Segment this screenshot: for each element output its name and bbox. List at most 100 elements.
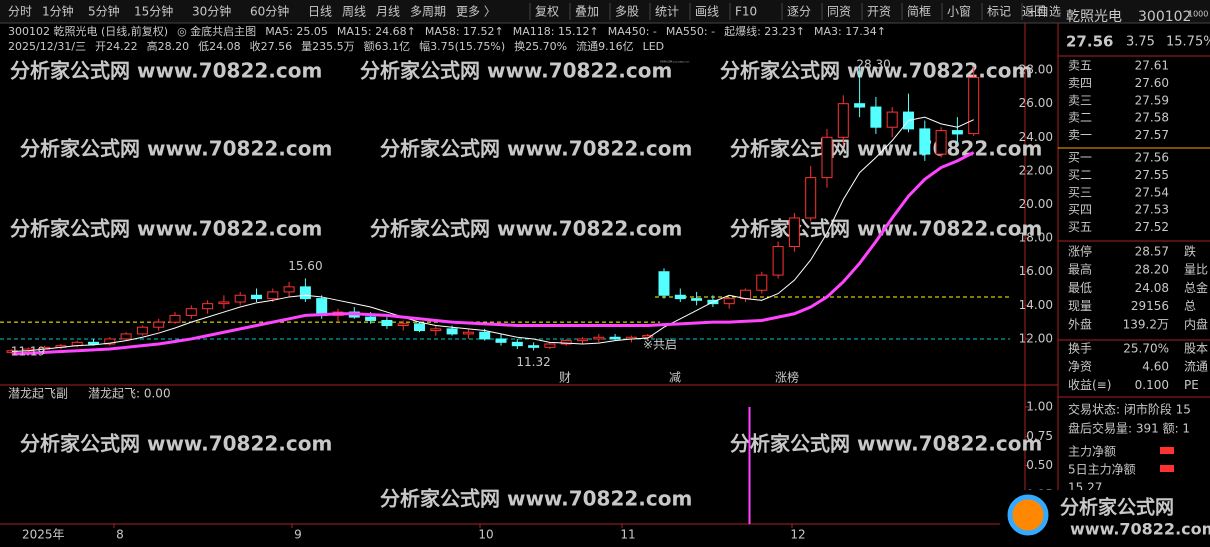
book-label: 买四 — [1068, 203, 1092, 217]
candle-body — [919, 128, 931, 155]
info-item: 额63.1亿 — [364, 40, 411, 53]
info-item: 量235.5万 — [301, 40, 355, 53]
info-item: MA118: 15.12↑ — [513, 25, 599, 38]
candle-body — [837, 103, 849, 138]
price: 27.56 — [1066, 33, 1113, 51]
candle-body — [691, 298, 703, 301]
logo-url: www.70822.com — [1070, 520, 1210, 539]
signal-bar — [748, 407, 751, 524]
x-tick-label: 8 — [116, 528, 124, 542]
candle-body — [414, 323, 425, 332]
flow-bar — [1160, 447, 1174, 454]
book-label: 买一 — [1068, 151, 1092, 165]
tab[interactable]: 60分钟 — [250, 4, 289, 19]
toolbar-button[interactable]: 简框 — [907, 5, 931, 19]
stock-name: 乾照光电 — [1066, 9, 1122, 25]
toolbar-button[interactable]: 复权 — [535, 5, 559, 19]
toolbar-button[interactable]: 叠加 — [575, 5, 599, 19]
watermark: 分析家公式网 www.70822.com — [380, 137, 692, 161]
candle-body — [511, 341, 523, 347]
toolbar-button[interactable]: 同资 — [827, 5, 851, 19]
stat-label: 总 — [1184, 299, 1196, 313]
book-price: 27.60 — [1135, 76, 1169, 90]
toolbar-button[interactable]: 画线 — [695, 5, 719, 19]
info-item: MA550: - — [666, 25, 715, 38]
watermark: 分析家公式网 www.70822.com — [370, 217, 682, 241]
tab[interactable]: 更多 〉 — [456, 5, 496, 19]
sub-title: 潜龙起飞副 — [8, 387, 68, 401]
toolbar-button[interactable]: +自选 — [1027, 5, 1061, 19]
tab[interactable]: 5分钟 — [88, 4, 120, 19]
info-item: 收27.56 — [250, 39, 293, 53]
info-item: MA15: 24.68↑ — [337, 25, 416, 38]
candle-body — [593, 336, 605, 340]
book-price: 27.53 — [1135, 203, 1169, 217]
candle-body — [560, 340, 572, 345]
toolbar-bg — [0, 0, 1210, 23]
toolbar-button[interactable]: 小窗 — [947, 5, 971, 19]
watermark: 分析家公式网 www.70822.com — [730, 432, 1042, 456]
candle-body — [772, 246, 784, 276]
toolbar-button[interactable]: 多股 — [615, 5, 639, 19]
tab[interactable]: 多周期 — [410, 5, 446, 19]
candle-body — [642, 335, 654, 338]
y-tick-label: 26.00 — [1019, 96, 1053, 110]
y-tick-label: 22.00 — [1019, 163, 1053, 177]
book-label: 卖三 — [1068, 93, 1092, 107]
watermark: 分析家公式网 www.70822.com — [720, 59, 1032, 83]
watermark: 分析家公式网 www.70822.com — [10, 59, 322, 83]
stat-label: 换手 — [1068, 342, 1092, 356]
tab[interactable]: 日线 — [308, 5, 332, 19]
y-tick-label: 0.75 — [1026, 429, 1053, 443]
tab[interactable]: 1分钟 — [42, 4, 74, 19]
toolbar-button[interactable]: 开资 — [867, 5, 891, 19]
candle-body — [968, 76, 980, 135]
stat-label: 外盘 — [1068, 316, 1092, 331]
book-price: 27.56 — [1135, 151, 1169, 165]
tab[interactable]: 月线 — [376, 5, 400, 19]
candle-body — [397, 323, 409, 327]
tab[interactable]: 15分钟 — [134, 4, 173, 19]
stat-label: 内盘 — [1184, 316, 1208, 331]
annotation: 15.60 — [288, 259, 322, 273]
stat-value: 25.70% — [1123, 342, 1169, 356]
candle-body — [609, 336, 621, 340]
candle-body — [169, 314, 181, 323]
tab[interactable]: 30分钟 — [192, 4, 231, 19]
tab[interactable]: 周线 — [342, 5, 366, 19]
info-item: MA58: 17.52↑ — [425, 25, 504, 38]
book-label: 卖一 — [1068, 128, 1092, 142]
logo-text: 分析家公式网 — [1060, 496, 1174, 519]
back-button[interactable]: 返回 — [1022, 5, 1046, 19]
book-price: 27.52 — [1135, 220, 1169, 234]
toolbar-button[interactable]: 逐分 — [787, 5, 811, 19]
book-label: 卖二 — [1068, 111, 1092, 125]
info-item: 高28.20 — [147, 39, 190, 53]
info-item: LED — [643, 40, 665, 53]
toolbar-button[interactable]: 统计 — [655, 5, 679, 19]
stat-label: 跌 — [1184, 244, 1196, 259]
annotation: 减 — [669, 371, 681, 385]
stat-value: 139.2万 — [1123, 317, 1169, 331]
candle-body — [365, 316, 377, 321]
pct: 15.75% — [1166, 35, 1210, 50]
stat-value: 28.20 — [1135, 263, 1169, 277]
tab[interactable]: 分时 — [8, 5, 32, 19]
info-item: 起爆线: 23.23↑ — [724, 24, 805, 38]
watermark: 分析家公式网 www.70822.com — [10, 217, 322, 241]
toolbar-button[interactable]: F10 — [735, 5, 757, 19]
stat-label: 净资 — [1068, 360, 1092, 374]
status: 交易状态: 闭市阶段 15 — [1068, 402, 1191, 417]
candle-body — [528, 345, 540, 348]
annotation: 11.32 — [516, 355, 550, 369]
book-price: 27.61 — [1135, 59, 1169, 73]
ma-line — [11, 151, 975, 356]
book-price: 27.59 — [1135, 93, 1169, 107]
info-item: ◎ 金底共启主图 — [177, 24, 256, 38]
annotation: ※共启 — [643, 338, 677, 352]
toolbar-button[interactable]: 标记 — [987, 5, 1011, 19]
stat-label: 最高 — [1068, 262, 1092, 277]
watermark: 分析家公式网 www.70822.com — [730, 137, 1042, 161]
annotation: 涨榜 — [775, 370, 799, 385]
x-tick-label: 9 — [294, 528, 302, 542]
